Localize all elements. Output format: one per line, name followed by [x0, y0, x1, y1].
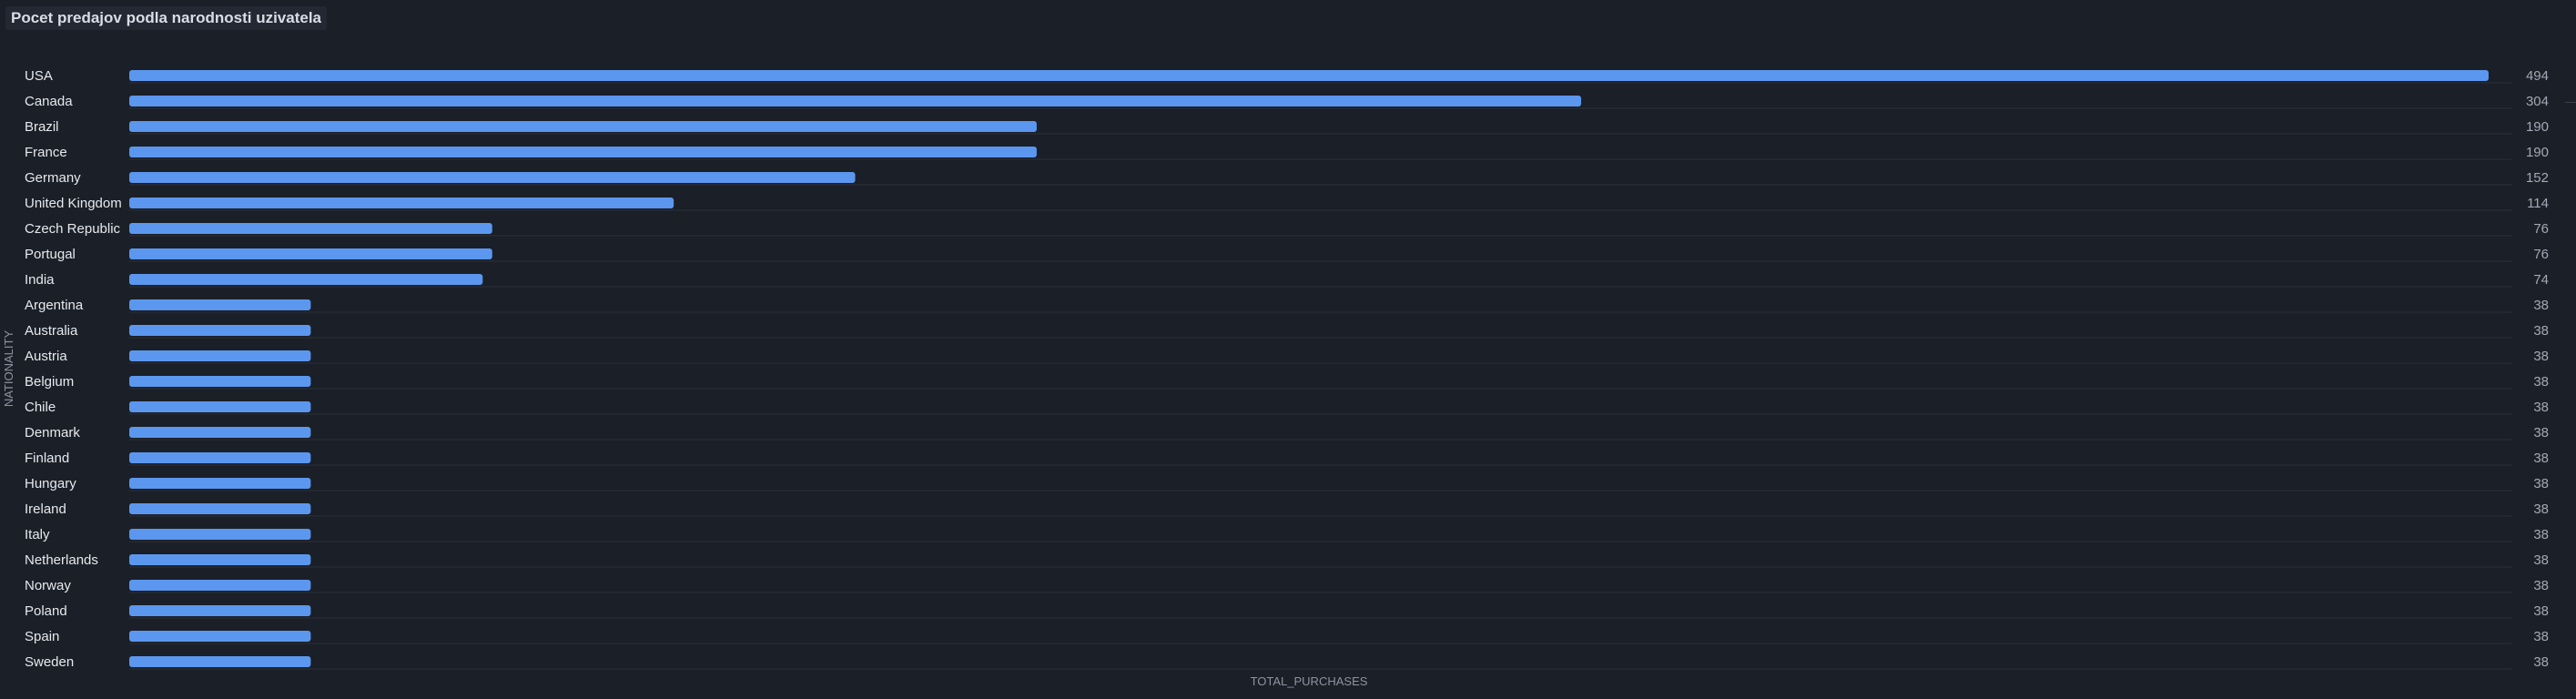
value-label: 38	[2533, 349, 2549, 364]
bar-australia[interactable]	[129, 325, 311, 336]
category-label: India	[25, 272, 55, 288]
value-label: 76	[2533, 221, 2549, 237]
category-label: Sweden	[25, 654, 74, 670]
bar-netherlands[interactable]	[129, 554, 311, 565]
value-label: 152	[2526, 170, 2549, 186]
value-label: 38	[2533, 476, 2549, 491]
value-label: 38	[2533, 527, 2549, 542]
category-label: United Kingdom	[25, 196, 122, 211]
bar-norway[interactable]	[129, 580, 311, 591]
category-label: Belgium	[25, 374, 74, 390]
bar-hungary[interactable]	[129, 478, 311, 489]
bar-denmark[interactable]	[129, 427, 311, 438]
value-label: 494	[2526, 68, 2549, 84]
value-label: 38	[2533, 400, 2549, 415]
value-label: 38	[2533, 552, 2549, 568]
bar-brazil[interactable]	[129, 121, 1037, 132]
bar-germany[interactable]	[129, 172, 856, 183]
bar-sweden[interactable]	[129, 656, 311, 667]
bar-india[interactable]	[129, 274, 483, 285]
bar-poland[interactable]	[129, 605, 311, 616]
bar-canada[interactable]	[129, 96, 1582, 106]
chart-title: Pocet predajov podla narodnosti uzivatel…	[5, 6, 328, 30]
bar-portugal[interactable]	[129, 248, 492, 259]
bar-finland[interactable]	[129, 452, 311, 463]
value-label: 38	[2533, 629, 2549, 644]
bar-united-kingdom[interactable]	[129, 198, 674, 208]
value-label: 38	[2533, 451, 2549, 466]
value-label: 38	[2533, 374, 2549, 390]
value-label: 38	[2533, 298, 2549, 313]
category-label: Portugal	[25, 247, 76, 262]
value-label: 38	[2533, 501, 2549, 517]
bar-czech-republic[interactable]	[129, 223, 492, 234]
category-label: USA	[25, 68, 53, 84]
value-label: 38	[2533, 603, 2549, 619]
bar-spain[interactable]	[129, 631, 311, 642]
value-label: 190	[2526, 145, 2549, 160]
category-label: Spain	[25, 629, 59, 644]
bar-france[interactable]	[129, 147, 1037, 157]
category-label: Canada	[25, 94, 73, 109]
value-label: 74	[2533, 272, 2549, 288]
y-axis-title: NATIONALITY	[2, 330, 15, 408]
category-label: Austria	[25, 349, 67, 364]
category-label: Brazil	[25, 119, 59, 135]
bar-italy[interactable]	[129, 529, 311, 540]
value-label: 114	[2527, 196, 2549, 211]
bar-belgium[interactable]	[129, 376, 311, 387]
category-label: France	[25, 145, 67, 160]
category-label: Hungary	[25, 476, 76, 491]
category-label: Netherlands	[25, 552, 98, 568]
bar-chile[interactable]	[129, 401, 311, 412]
x-axis-title: TOTAL_PURCHASES	[1251, 674, 1368, 688]
category-label: Ireland	[25, 501, 66, 517]
bar-usa[interactable]	[129, 70, 2489, 81]
value-label: 38	[2533, 425, 2549, 441]
bar-ireland[interactable]	[129, 503, 311, 514]
category-label: Argentina	[25, 298, 84, 313]
category-label: Chile	[25, 400, 56, 415]
category-label: Australia	[25, 323, 78, 339]
category-label: Poland	[25, 603, 67, 619]
bar-argentina[interactable]	[129, 299, 311, 310]
category-label: Italy	[25, 527, 50, 542]
resize-edge	[2565, 102, 2576, 103]
value-label: 76	[2533, 247, 2549, 262]
value-label: 38	[2533, 654, 2549, 670]
value-label: 38	[2533, 323, 2549, 339]
category-label: Czech Republic	[25, 221, 121, 237]
category-label: Norway	[25, 578, 71, 593]
bar-austria[interactable]	[129, 350, 311, 361]
value-label: 38	[2533, 578, 2549, 593]
value-label: 190	[2526, 119, 2549, 135]
category-label: Germany	[25, 170, 81, 186]
category-label: Denmark	[25, 425, 80, 441]
category-label: Finland	[25, 451, 69, 466]
value-label: 304	[2526, 94, 2549, 109]
